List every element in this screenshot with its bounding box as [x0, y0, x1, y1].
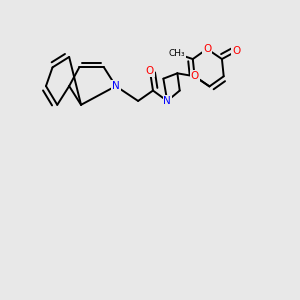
Text: CH₃: CH₃	[168, 49, 185, 58]
Text: O: O	[190, 71, 199, 81]
Text: O: O	[203, 44, 211, 54]
Text: N: N	[112, 81, 120, 91]
Text: O: O	[232, 46, 240, 56]
Text: O: O	[146, 66, 154, 76]
Text: N: N	[164, 96, 171, 106]
